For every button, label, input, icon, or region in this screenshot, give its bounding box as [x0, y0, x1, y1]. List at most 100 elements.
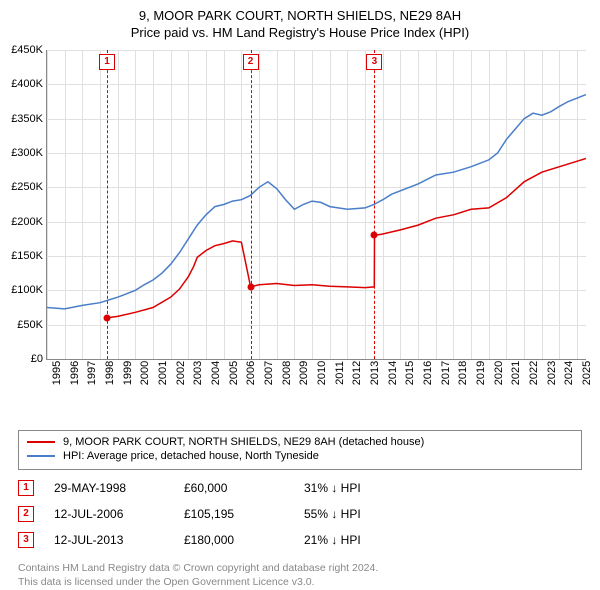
- y-axis-tick: £50K: [17, 319, 47, 331]
- sale-marker: 1: [99, 54, 115, 70]
- legend-label: 9, MOOR PARK COURT, NORTH SHIELDS, NE29 …: [63, 436, 424, 448]
- gridline-h: [47, 256, 586, 257]
- y-axis-tick: £450K: [11, 44, 47, 56]
- sale-row: 212-JUL-2006£105,19555% ↓ HPI: [18, 506, 582, 522]
- sale-price: £60,000: [184, 481, 284, 495]
- sale-date: 29-MAY-1998: [54, 481, 164, 495]
- x-axis-tick: 1996: [65, 361, 81, 385]
- legend: 9, MOOR PARK COURT, NORTH SHIELDS, NE29 …: [18, 430, 582, 470]
- gridline-v: [436, 50, 437, 359]
- sale-delta-vs-hpi: 21% ↓ HPI: [304, 533, 361, 547]
- sale-guideline: [251, 50, 252, 359]
- x-axis-tick: 2008: [277, 361, 293, 385]
- sale-date: 12-JUL-2006: [54, 507, 164, 521]
- x-axis-tick: 1995: [47, 361, 63, 385]
- gridline-v: [47, 50, 48, 359]
- x-axis-tick: 2002: [171, 361, 187, 385]
- x-axis-tick: 2022: [524, 361, 540, 385]
- x-axis-tick: 2005: [224, 361, 240, 385]
- gridline-v: [506, 50, 507, 359]
- gridline-v: [135, 50, 136, 359]
- x-axis-tick: 1998: [100, 361, 116, 385]
- x-axis-tick: 2014: [383, 361, 399, 385]
- x-axis-tick: 2010: [312, 361, 328, 385]
- x-axis-tick: 2004: [206, 361, 222, 385]
- y-axis-tick: £250K: [11, 181, 47, 193]
- footer-line: This data is licensed under the Open Gov…: [18, 576, 582, 590]
- sale-delta-vs-hpi: 31% ↓ HPI: [304, 481, 361, 495]
- x-axis-tick: 2025: [577, 361, 593, 385]
- gridline-v: [118, 50, 119, 359]
- gridline-v: [100, 50, 101, 359]
- gridline-v: [294, 50, 295, 359]
- chart-title: 9, MOOR PARK COURT, NORTH SHIELDS, NE29 …: [10, 8, 590, 23]
- gridline-h: [47, 119, 586, 120]
- sale-index: 3: [18, 532, 34, 548]
- sale-dot: [247, 283, 254, 290]
- x-axis-tick: 2003: [188, 361, 204, 385]
- gridline-v: [312, 50, 313, 359]
- sale-marker: 3: [366, 54, 382, 70]
- x-axis-tick: 2011: [330, 361, 346, 385]
- x-axis-tick: 2020: [489, 361, 505, 385]
- sale-index: 2: [18, 506, 34, 522]
- x-axis-tick: 2001: [153, 361, 169, 385]
- gridline-h: [47, 187, 586, 188]
- gridline-v: [400, 50, 401, 359]
- x-axis-tick: 2012: [347, 361, 363, 385]
- y-axis-tick: £150K: [11, 250, 47, 262]
- y-axis-tick: £0: [31, 353, 47, 365]
- gridline-v: [383, 50, 384, 359]
- gridline-v: [171, 50, 172, 359]
- gridline-v: [206, 50, 207, 359]
- x-axis-tick: 2009: [294, 361, 310, 385]
- sale-dot: [371, 232, 378, 239]
- gridline-v: [365, 50, 366, 359]
- y-axis-tick: £400K: [11, 78, 47, 90]
- x-axis-tick: 2015: [400, 361, 416, 385]
- sale-index: 1: [18, 480, 34, 496]
- x-axis-tick: 2006: [241, 361, 257, 385]
- gridline-v: [241, 50, 242, 359]
- x-axis-tick: 2023: [542, 361, 558, 385]
- gridline-v: [559, 50, 560, 359]
- gridline-v: [347, 50, 348, 359]
- legend-item: HPI: Average price, detached house, Nort…: [27, 449, 573, 463]
- y-axis-tick: £100K: [11, 284, 47, 296]
- y-axis-tick: £300K: [11, 147, 47, 159]
- legend-swatch: [27, 441, 55, 443]
- gridline-h: [47, 84, 586, 85]
- x-axis-tick: 2000: [135, 361, 151, 385]
- x-axis-tick: 2021: [506, 361, 522, 385]
- sale-price: £180,000: [184, 533, 284, 547]
- x-axis-tick: 2018: [453, 361, 469, 385]
- gridline-v: [277, 50, 278, 359]
- gridline-v: [524, 50, 525, 359]
- sale-price: £105,195: [184, 507, 284, 521]
- sale-row: 3 12-JUL-2013 £180,000 21% ↓ HPI: [18, 532, 582, 548]
- sale-row: 1 29-MAY-1998 £60,000 31% ↓ HPI: [18, 480, 582, 496]
- sale-date: 12-JUL-2013: [54, 533, 164, 547]
- x-axis-tick: 2024: [559, 361, 575, 385]
- sale-guideline: [107, 50, 108, 359]
- gridline-v: [542, 50, 543, 359]
- x-axis-tick: 2019: [471, 361, 487, 385]
- gridline-h: [47, 50, 586, 51]
- x-axis-tick: 2016: [418, 361, 434, 385]
- gridline-h: [47, 325, 586, 326]
- gridline-v: [82, 50, 83, 359]
- sale-dot: [104, 314, 111, 321]
- legend-swatch: [27, 455, 55, 457]
- gridline-v: [453, 50, 454, 359]
- gridline-v: [471, 50, 472, 359]
- gridline-v: [330, 50, 331, 359]
- footer-attribution: Contains HM Land Registry data © Crown c…: [18, 562, 582, 589]
- y-axis-tick: £350K: [11, 113, 47, 125]
- x-axis-tick: 1997: [82, 361, 98, 385]
- gridline-h: [47, 290, 586, 291]
- gridline-v: [224, 50, 225, 359]
- sale-guideline: [374, 50, 375, 359]
- gridline-v: [577, 50, 578, 359]
- x-axis-tick: 2017: [436, 361, 452, 385]
- series-hpi: [47, 95, 586, 309]
